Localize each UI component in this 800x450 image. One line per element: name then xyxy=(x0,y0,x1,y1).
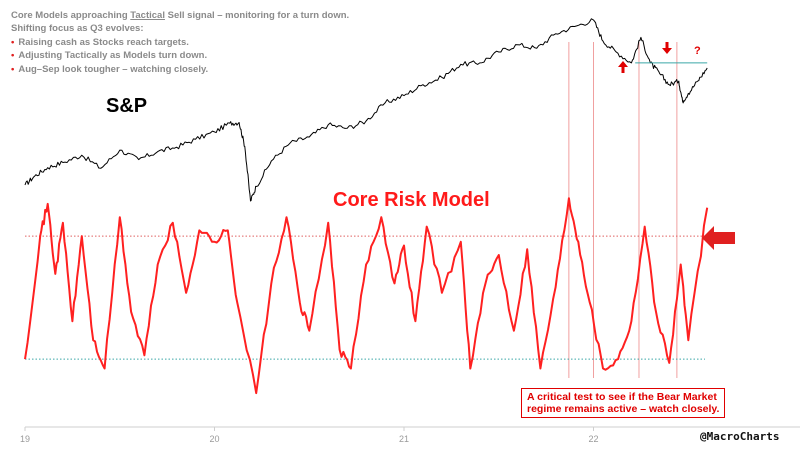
bullet-icon: • xyxy=(11,36,15,48)
x-tick-label: 19 xyxy=(20,434,30,444)
callout-line: A critical test to see if the Bear Marke… xyxy=(527,391,717,403)
core-risk-model-title: Core Risk Model xyxy=(333,189,490,211)
note-bullet-text: Adjusting Tactically as Models turn down… xyxy=(18,50,208,62)
question-mark: ? xyxy=(694,45,701,57)
sp-price-line xyxy=(24,18,708,202)
note-text-underlined: Tactical xyxy=(130,10,165,21)
note-bullet-text: Raising cash as Stocks reach targets. xyxy=(18,36,189,48)
commentary-notes: Core Models approaching Tactical Sell si… xyxy=(11,9,349,76)
note-line-1: Core Models approaching Tactical Sell si… xyxy=(11,9,349,22)
note-line-2: Shifting focus as Q3 evolves: xyxy=(11,23,144,35)
warning-callout: A critical test to see if the Bear Marke… xyxy=(521,388,726,418)
big-left-arrow-icon xyxy=(702,226,735,250)
x-tick-label: 20 xyxy=(209,434,219,444)
callout-line: regime remains active – watch closely. xyxy=(527,403,720,415)
x-tick-label: 22 xyxy=(588,434,598,444)
sp-label: S&P xyxy=(106,95,148,117)
bullet-icon: • xyxy=(11,50,15,62)
x-tick-label: 21 xyxy=(399,434,409,444)
note-bullet: • Aug–Sep look tougher – watching closely… xyxy=(11,63,349,76)
note-bullet: • Adjusting Tactically as Models turn dow… xyxy=(11,49,349,62)
note-bullet-text: Aug–Sep look tougher – watching closely. xyxy=(18,63,209,75)
core-risk-model-line xyxy=(24,197,709,395)
bullet-icon: • xyxy=(11,63,15,75)
author-credit: @MacroCharts xyxy=(700,430,780,443)
up-arrow-icon xyxy=(618,61,628,73)
note-text: Sell signal – monitoring for a turn down… xyxy=(164,10,350,21)
note-bullet: • Raising cash as Stocks reach targets. xyxy=(11,36,349,49)
down-arrow-icon xyxy=(662,42,672,54)
note-text: Core Models approaching xyxy=(11,10,131,21)
